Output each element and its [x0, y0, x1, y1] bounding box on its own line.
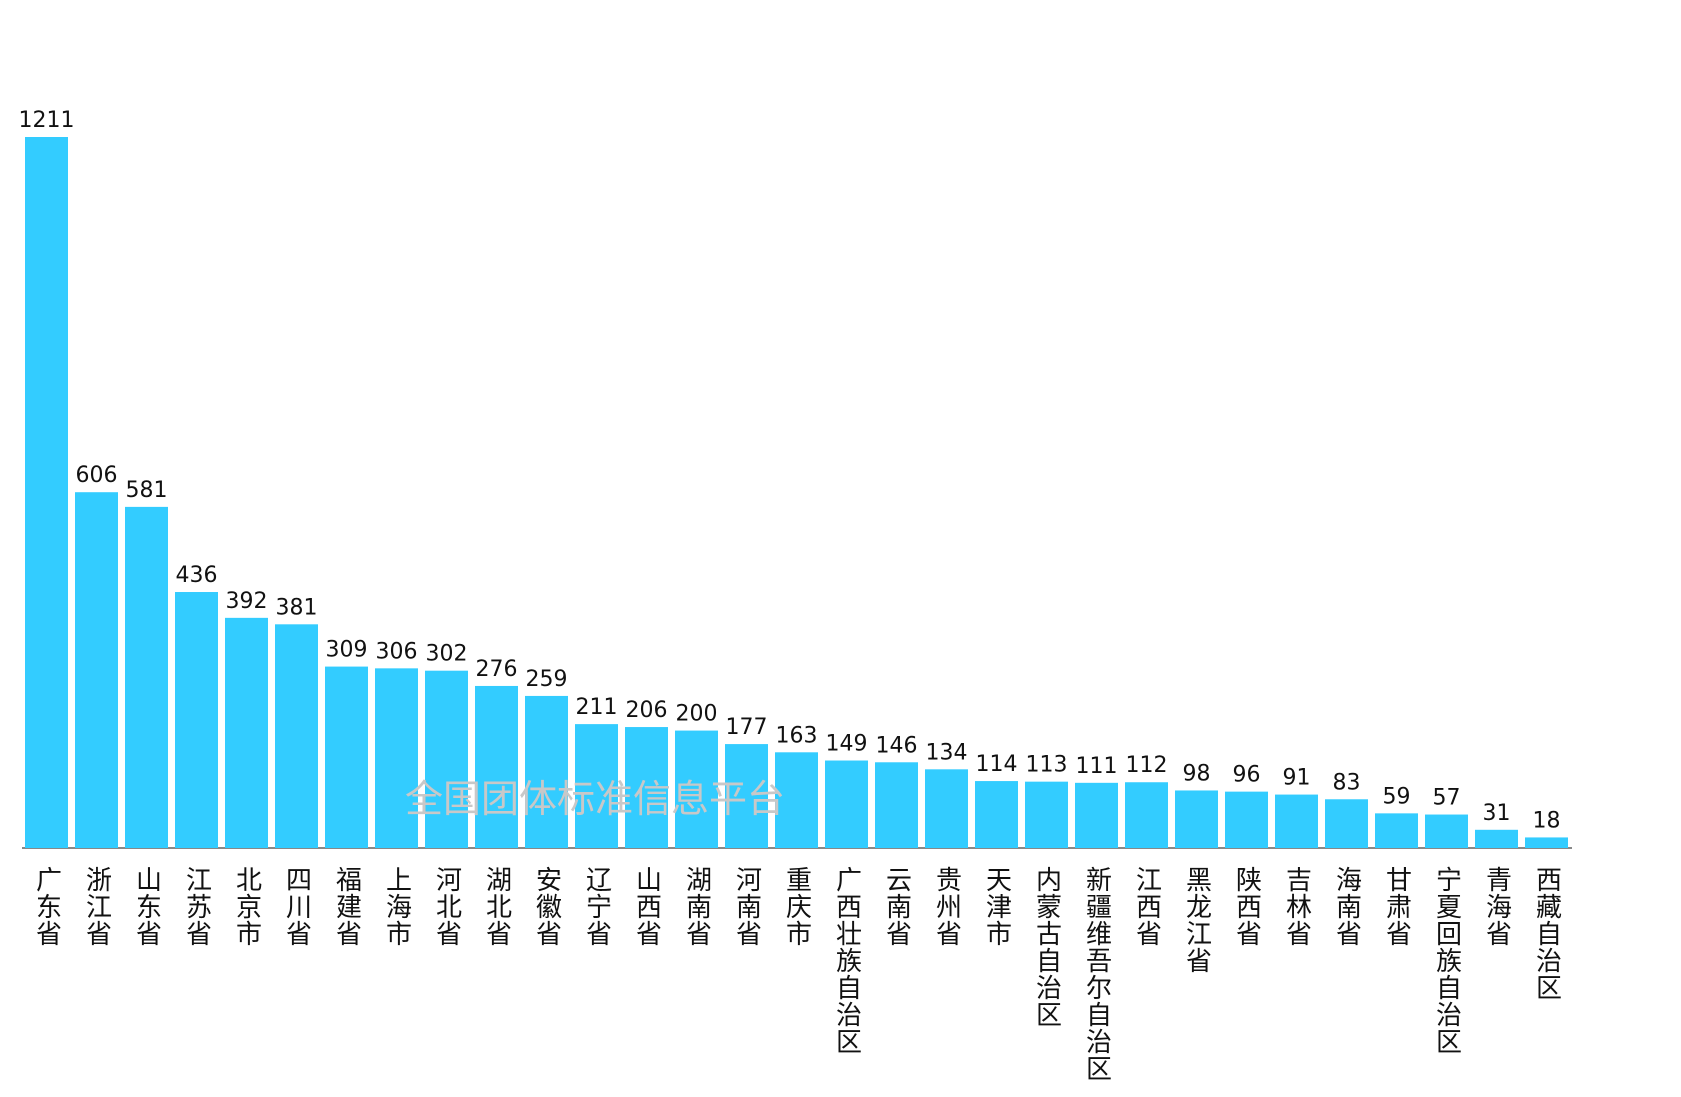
bar	[1225, 791, 1268, 848]
value-label: 581	[126, 478, 168, 503]
bar	[375, 668, 418, 848]
value-label: 309	[326, 638, 368, 663]
bar	[475, 685, 518, 848]
value-label: 381	[276, 595, 318, 620]
bar	[1275, 794, 1318, 848]
bar	[625, 727, 668, 848]
x-tick-label: 福建省	[332, 866, 362, 947]
value-label: 302	[426, 642, 468, 667]
x-tick-label: 浙江省	[82, 866, 112, 947]
value-label: 113	[1026, 753, 1068, 778]
value-label: 18	[1533, 808, 1561, 833]
bar	[25, 137, 68, 848]
bar	[575, 724, 618, 848]
bar	[975, 781, 1018, 848]
x-tick-label: 陕西省	[1232, 866, 1262, 947]
x-tick-label: 内蒙古自治区	[1032, 866, 1062, 1028]
bar	[1375, 813, 1418, 848]
value-label: 177	[726, 715, 768, 740]
x-tick-label: 贵州省	[932, 866, 962, 947]
value-label: 163	[776, 723, 818, 748]
value-label: 211	[576, 695, 618, 720]
bar	[1425, 814, 1468, 848]
value-label: 134	[926, 740, 968, 765]
bar	[175, 592, 218, 848]
value-label: 31	[1483, 801, 1511, 826]
x-tick-label: 上海市	[382, 866, 412, 947]
x-tick-label: 海南省	[1332, 866, 1362, 947]
value-label: 392	[226, 589, 268, 614]
value-label: 436	[176, 563, 218, 588]
bar	[1175, 790, 1218, 848]
x-tick-label: 湖北省	[482, 866, 512, 947]
bar	[1325, 799, 1368, 848]
value-label: 146	[876, 733, 918, 758]
x-tick-label: 青海省	[1482, 866, 1512, 947]
x-tick-label: 重庆市	[782, 866, 812, 947]
bar	[525, 695, 568, 848]
value-label: 1211	[19, 108, 75, 133]
value-label: 200	[676, 702, 718, 727]
bar	[1475, 829, 1518, 848]
bar	[1525, 837, 1568, 848]
bar	[725, 744, 768, 848]
bar	[1025, 781, 1068, 848]
value-label: 111	[1076, 754, 1118, 779]
bar	[125, 506, 168, 848]
x-tick-label: 西藏自治区	[1532, 866, 1562, 1001]
bar	[675, 730, 718, 848]
value-label: 91	[1283, 766, 1311, 791]
value-label: 206	[626, 698, 668, 723]
x-tick-label: 吉林省	[1282, 866, 1312, 947]
bar	[425, 670, 468, 848]
watermark: 全国团体标准信息平台	[405, 777, 785, 821]
x-tick-label: 河南省	[732, 866, 762, 947]
value-label: 606	[76, 463, 118, 488]
x-tick-label: 四川省	[282, 866, 312, 947]
bar	[925, 769, 968, 848]
value-label: 259	[526, 667, 568, 692]
bar	[325, 666, 368, 848]
value-label: 112	[1126, 753, 1168, 778]
bar	[825, 760, 868, 848]
bar	[1125, 782, 1168, 848]
x-tick-label: 江苏省	[182, 866, 212, 947]
x-tick-label: 天津市	[982, 866, 1012, 947]
x-tick-label: 云南省	[882, 866, 912, 947]
x-tick-label: 北京市	[232, 866, 262, 947]
x-tick-label: 山东省	[132, 866, 162, 947]
bar	[1075, 782, 1118, 848]
bar	[275, 624, 318, 848]
x-tick-label: 广东省	[32, 866, 62, 947]
x-tick-label: 山西省	[632, 866, 662, 947]
x-tick-label: 江西省	[1132, 866, 1162, 947]
x-tick-label: 宁夏回族自治区	[1432, 866, 1462, 1055]
x-tick-label: 甘肃省	[1382, 866, 1412, 947]
x-tick-label: 黑龙江省	[1182, 866, 1212, 974]
bar	[775, 752, 818, 848]
x-tick-label: 广西壮族自治区	[832, 866, 862, 1055]
value-label: 59	[1383, 784, 1411, 809]
value-label: 114	[976, 752, 1018, 777]
x-tick-label: 新疆维吾尔自治区	[1082, 866, 1112, 1082]
x-tick-label: 安徽省	[532, 866, 562, 947]
value-label: 306	[376, 639, 418, 664]
value-label: 149	[826, 732, 868, 757]
bar	[225, 617, 268, 848]
value-label: 276	[476, 657, 518, 682]
value-label: 96	[1233, 763, 1261, 788]
bar	[875, 762, 918, 848]
value-label: 98	[1183, 761, 1211, 786]
value-label: 57	[1433, 786, 1461, 811]
x-tick-label: 湖南省	[682, 866, 712, 947]
x-tick-label: 河北省	[432, 866, 462, 947]
x-tick-label: 辽宁省	[582, 866, 612, 947]
bar	[75, 492, 118, 848]
value-label: 83	[1333, 770, 1361, 795]
